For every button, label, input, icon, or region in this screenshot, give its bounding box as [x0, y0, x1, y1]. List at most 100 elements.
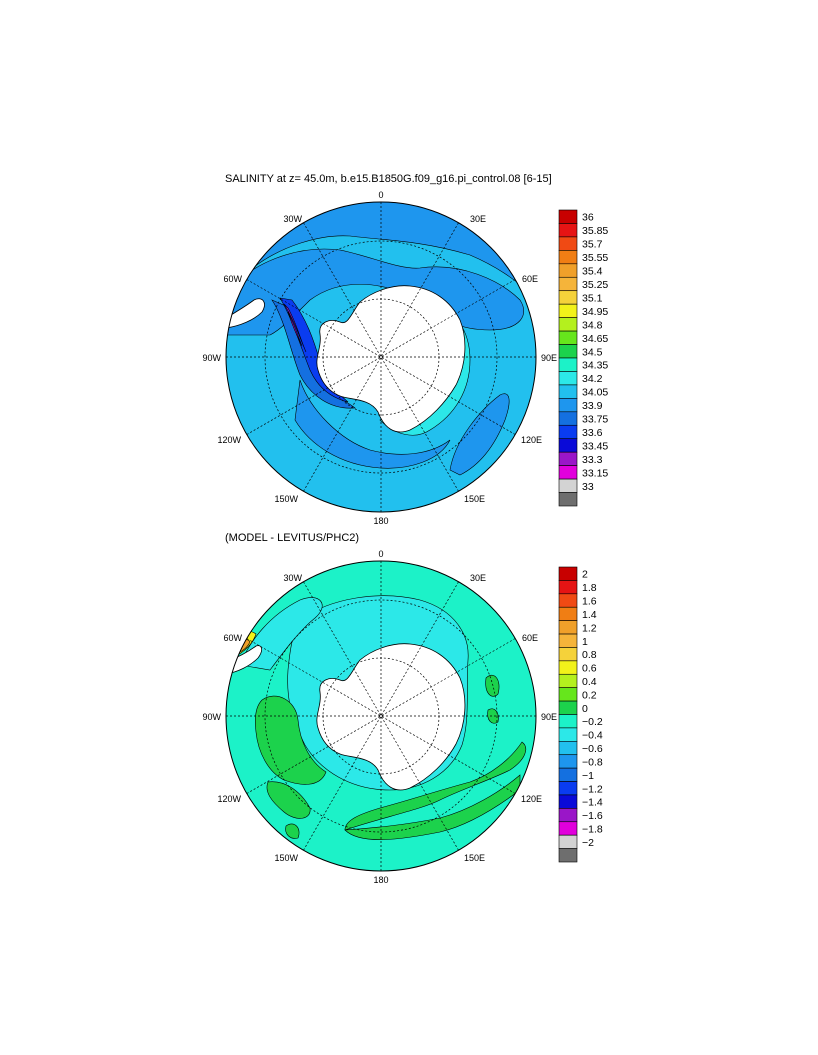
difference-map-border [225, 560, 537, 872]
lon-label-150w: 150W [274, 494, 298, 504]
colorbar-box [558, 398, 578, 413]
colorbar-tick-label: 35.25 [582, 279, 608, 291]
difference-contour-east-patch-2 [487, 708, 499, 724]
lon-label-180: 180 [373, 875, 388, 885]
colorbar-box [558, 754, 578, 769]
colorbar-box [558, 263, 578, 278]
lon-label-0: 0 [378, 549, 383, 559]
colorbar-tick-label: 34.65 [582, 333, 608, 345]
colorbar-box [558, 647, 578, 662]
colorbar-tick-label: 34.8 [582, 319, 603, 331]
colorbar-box [558, 209, 578, 224]
difference-contour-east-patch [485, 674, 500, 697]
lon-label-150e: 150E [464, 853, 485, 863]
colorbar-tick-label: 34.2 [582, 373, 603, 385]
colorbar-tick-label: 34.05 [582, 387, 608, 399]
lon-label-60w: 60W [223, 274, 242, 284]
lon-label-90e: 90E [541, 712, 557, 722]
colorbar-box [558, 741, 578, 756]
colorbar-box [558, 821, 578, 836]
lon-label-30e: 30E [470, 214, 486, 224]
colorbar-box [558, 344, 578, 359]
colorbar-box [558, 660, 578, 675]
salinity-longitude-labels: 0 30E 60E 90E 120E 150E 180 150W 120W 90… [202, 190, 557, 526]
colorbar-box [558, 714, 578, 729]
colorbar-tick-label: 1.6 [582, 596, 597, 608]
colorbar-box [558, 673, 578, 688]
colorbar-box [558, 794, 578, 809]
lon-label-60e: 60E [522, 274, 538, 284]
lon-label-120w: 120W [217, 435, 241, 445]
salinity-panel: SALINITY at z= 45.0m, b.e15.B1850G.f09_g… [202, 173, 608, 526]
difference-colorbar: 21.81.61.41.210.80.60.40.20−0.2−0.4−0.6−… [558, 566, 603, 863]
colorbar-box [558, 357, 578, 372]
lon-label-120e: 120E [521, 794, 542, 804]
salinity-contour-purple [283, 303, 307, 353]
colorbar-tick-label: 1.8 [582, 582, 597, 594]
salinity-landmass-south-america [226, 298, 265, 329]
colorbar-box [558, 303, 578, 318]
colorbar-tick-label: −1.2 [582, 783, 603, 795]
colorbar-box [558, 451, 578, 466]
colorbar-box [558, 371, 578, 386]
colorbar-box [558, 330, 578, 345]
colorbar-tick-label: 33.9 [582, 400, 603, 412]
colorbar-box [558, 808, 578, 823]
lon-label-120e: 120E [521, 435, 542, 445]
colorbar-tick-label: 33.15 [582, 467, 608, 479]
lon-label-60w: 60W [223, 633, 242, 643]
colorbar-tick-label: 36 [582, 212, 594, 224]
colorbar-tick-label: −0.8 [582, 756, 603, 768]
colorbar-tick-label: −1.8 [582, 823, 603, 835]
colorbar-box [558, 593, 578, 608]
colorbar-box [558, 606, 578, 621]
colorbar-box [558, 223, 578, 238]
lon-label-150w: 150W [274, 853, 298, 863]
colorbar-box [558, 478, 578, 493]
colorbar-tick-label: 1.2 [582, 622, 597, 634]
difference-panel: (MODEL - LEVITUS/PHC2) [202, 532, 602, 885]
colorbar-box [558, 781, 578, 796]
colorbar-tick-label: 35.4 [582, 266, 603, 278]
lon-label-150e: 150E [464, 494, 485, 504]
colorbar-box [558, 250, 578, 265]
difference-landmass-south-america [226, 645, 262, 675]
colorbar-box [558, 411, 578, 426]
colorbar-box [558, 384, 578, 399]
colorbar-tick-label: −1.4 [582, 797, 603, 809]
colorbar-tick-label: −1 [582, 770, 594, 782]
difference-map [226, 561, 536, 871]
colorbar-box [558, 687, 578, 702]
colorbar-box [558, 465, 578, 480]
salinity-contour-magenta [287, 311, 303, 347]
lon-label-0: 0 [378, 190, 383, 200]
lon-label-30w: 30W [283, 214, 302, 224]
colorbar-tick-label: 34.5 [582, 346, 603, 358]
colorbar-tick-label: 2 [582, 569, 588, 581]
colorbar-tick-label: −0.6 [582, 743, 603, 755]
difference-longitude-labels: 0 30E 60E 90E 120E 150E 180 150W 120W 90… [202, 549, 557, 885]
colorbar-box [558, 492, 578, 507]
lon-label-60e: 60E [522, 633, 538, 643]
chart-title-difference: (MODEL - LEVITUS/PHC2) [225, 532, 359, 544]
lon-label-90w: 90W [202, 712, 221, 722]
colorbar-box [558, 834, 578, 849]
salinity-map [226, 202, 536, 512]
colorbar-box [558, 620, 578, 635]
lon-label-120w: 120W [217, 794, 241, 804]
colorbar-box [558, 566, 578, 581]
salinity-graticule [226, 202, 536, 512]
lon-label-180: 180 [373, 516, 388, 526]
colorbar-box [558, 290, 578, 305]
lon-label-90w: 90W [202, 353, 221, 363]
salinity-map-border [225, 201, 537, 513]
colorbar-tick-label: 0.2 [582, 689, 597, 701]
salinity-contour-pacific [294, 379, 451, 469]
colorbar-tick-label: 0.8 [582, 649, 597, 661]
difference-graticule [226, 561, 536, 871]
salinity-contour-minimum [279, 297, 349, 403]
colorbar-tick-label: −0.2 [582, 716, 603, 728]
lon-label-90e: 90E [541, 353, 557, 363]
colorbar-tick-label: 1 [582, 636, 588, 648]
